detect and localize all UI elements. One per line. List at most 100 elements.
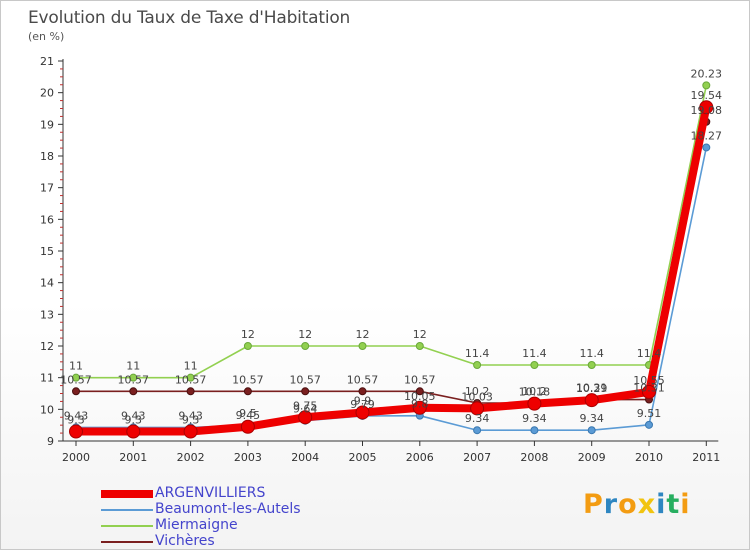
- x-tick-label: 2010: [635, 451, 663, 464]
- logo-letter: i: [656, 489, 667, 520]
- data-label-argenvilliers: 9.45: [236, 409, 261, 422]
- legend-swatch: [101, 525, 153, 527]
- chart-subtitle: (en %): [28, 30, 65, 43]
- data-point-beaumont-les-autels: [702, 143, 711, 152]
- y-tick-label: 16: [40, 213, 54, 226]
- x-tick-label: 2004: [291, 451, 319, 464]
- data-point-miermaigne: [186, 373, 195, 382]
- data-label-miermaigne: 12: [241, 328, 255, 341]
- data-label-beaumont-les-autels: 9.64: [293, 403, 318, 416]
- logo-letter: P: [583, 489, 604, 520]
- y-tick-label: 10: [40, 403, 54, 416]
- legend-label: ARGENVILLIERS: [155, 485, 266, 501]
- legend-label: Vichères: [155, 533, 215, 549]
- data-label-argenvilliers: 10.18: [519, 386, 551, 399]
- data-label-beaumont-les-autels: 9.34: [465, 412, 490, 425]
- data-label-argenvilliers: 9.9: [354, 395, 372, 408]
- data-label-beaumont-les-autels: 18.27: [691, 129, 723, 142]
- data-label-vich-res: 10.57: [289, 373, 321, 386]
- data-point-argenvilliers: [183, 424, 198, 439]
- data-label-vich-res: 10.57: [232, 373, 264, 386]
- legend-swatch: [101, 509, 153, 511]
- x-tick-label: 2001: [119, 451, 147, 464]
- data-point-argenvilliers: [642, 384, 656, 399]
- data-label-miermaigne: 11: [126, 360, 140, 373]
- data-label-beaumont-les-autels: 9.34: [579, 412, 604, 425]
- logo-letter: r: [603, 489, 619, 520]
- data-point-miermaigne: [473, 361, 482, 369]
- y-tick-label: 17: [40, 182, 54, 195]
- data-point-miermaigne: [72, 373, 80, 382]
- data-label-beaumont-les-autels: 9.8: [411, 398, 429, 411]
- data-label-miermaigne: 20.23: [691, 67, 723, 80]
- data-label-argenvilliers: 10.05: [404, 390, 436, 403]
- x-tick-label: 2006: [406, 451, 434, 464]
- y-tick-label: 19: [40, 118, 54, 131]
- data-label-vich-res: 19.08: [691, 104, 723, 117]
- data-label-miermaigne: 11.4: [465, 347, 490, 360]
- y-tick-label: 11: [40, 372, 54, 385]
- logo-letter: t: [666, 489, 681, 520]
- data-point-argenvilliers: [527, 396, 542, 411]
- legend-swatch: [101, 490, 153, 498]
- data-point-vich-res: [358, 387, 367, 396]
- data-point-vich-res: [415, 387, 424, 396]
- data-point-beaumont-les-autels: [530, 426, 539, 435]
- series-line-argenvilliers: [72, 103, 711, 436]
- data-point-argenvilliers: [240, 419, 255, 434]
- data-label-miermaigne: 11.4: [637, 347, 662, 360]
- data-point-beaumont-les-autels: [645, 420, 653, 429]
- data-label-vich-res: 10.31: [576, 382, 608, 395]
- data-label-argenvilliers: 9.3: [67, 414, 85, 427]
- data-point-vich-res: [301, 387, 310, 396]
- data-point-argenvilliers: [126, 424, 141, 439]
- x-tick-label: 2005: [349, 451, 377, 464]
- data-point-argenvilliers: [584, 393, 599, 408]
- data-point-argenvilliers: [355, 405, 370, 420]
- data-label-beaumont-les-autels: 9.43: [64, 409, 89, 422]
- data-label-vich-res: 10.57: [60, 373, 92, 386]
- data-label-beaumont-les-autels: 9.79: [350, 398, 375, 411]
- data-label-argenvilliers: 9.75: [293, 399, 318, 412]
- data-point-argenvilliers: [298, 410, 313, 425]
- series-line-beaumont-les-autels: [75, 146, 708, 432]
- data-label-miermaigne: 11.4: [579, 347, 604, 360]
- data-label-beaumont-les-autels: 9.43: [121, 409, 146, 422]
- data-label-beaumont-les-autels: 9.5: [239, 407, 257, 420]
- data-label-argenvilliers: 9.3: [125, 414, 143, 427]
- data-point-miermaigne: [702, 81, 711, 90]
- x-tick-label: 2003: [234, 451, 262, 464]
- data-point-argenvilliers: [412, 400, 427, 415]
- logo-letter: o: [618, 489, 638, 520]
- data-point-miermaigne: [415, 342, 424, 350]
- y-tick-label: 13: [40, 308, 54, 321]
- series-line-miermaigne: [75, 84, 708, 379]
- data-point-vich-res: [243, 387, 252, 396]
- data-label-beaumont-les-autels: 9.51: [637, 407, 662, 420]
- data-point-beaumont-les-autels: [587, 426, 596, 435]
- series-line-vich-res: [75, 121, 708, 404]
- data-label-miermaigne: 12: [356, 328, 370, 341]
- y-tick-label: 14: [40, 277, 54, 290]
- x-tick-label: 2009: [578, 451, 606, 464]
- data-label-vich-res: 10.31: [633, 382, 665, 395]
- legend-swatch: [101, 541, 153, 543]
- data-label-vich-res: 10.57: [404, 373, 436, 386]
- proxiti-logo: Proxiti: [583, 489, 691, 520]
- y-tick-label: 9: [47, 435, 54, 448]
- data-point-vich-res: [72, 387, 80, 396]
- data-label-miermaigne: 12: [413, 328, 427, 341]
- data-label-vich-res: 10.57: [175, 373, 207, 386]
- y-tick-label: 20: [40, 87, 54, 100]
- data-label-argenvilliers: 9.3: [182, 414, 200, 427]
- data-point-miermaigne: [129, 373, 138, 382]
- x-tick-label: 2011: [692, 451, 720, 464]
- x-tick-label: 2007: [463, 451, 491, 464]
- data-label-miermaigne: 11.4: [522, 347, 547, 360]
- data-label-argenvilliers: 10.55: [633, 374, 665, 387]
- line-chart: 9 10 11 12 13 14 15 16 17 18 19 20 21 2000 2001 2002 200…: [40, 55, 723, 464]
- data-point-vich-res: [129, 387, 138, 396]
- x-tick-label: 2000: [62, 451, 90, 464]
- y-tick-label: 21: [40, 55, 54, 68]
- data-point-beaumont-les-autels: [473, 426, 482, 435]
